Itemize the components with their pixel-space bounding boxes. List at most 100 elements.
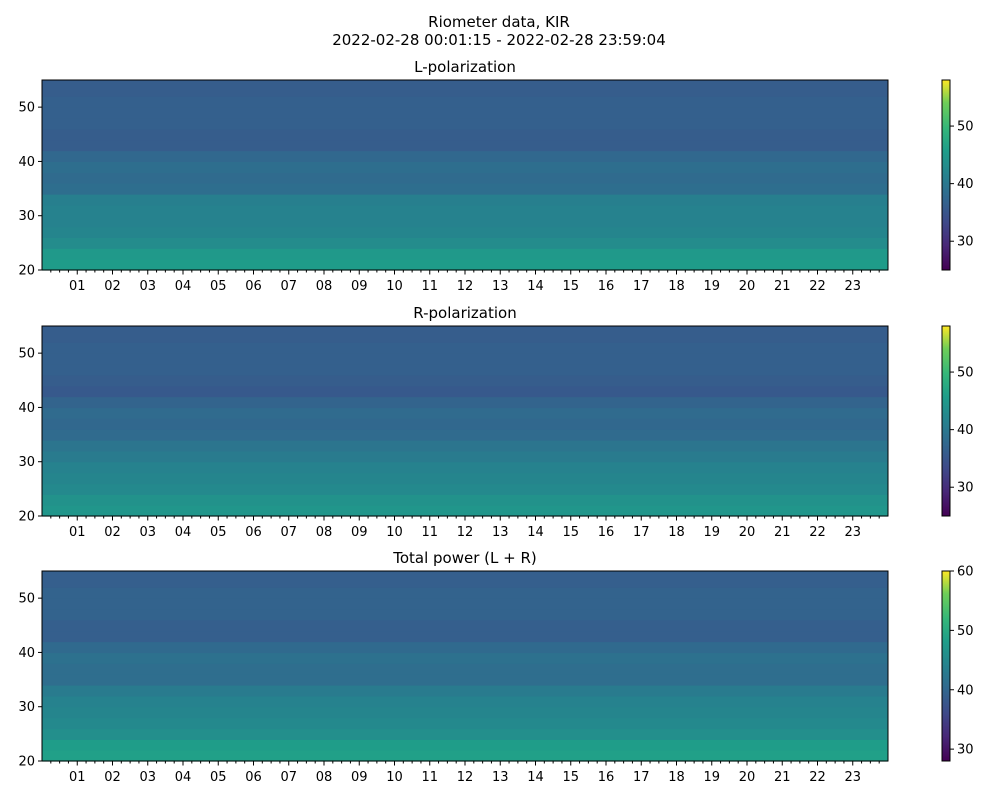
heatmap-band [42,717,888,730]
x-tick-label: 09 [351,279,368,294]
x-tick-label: 15 [562,279,579,294]
x-tick-label: 18 [668,770,685,785]
x-tick-label: 23 [844,525,861,540]
heatmap-band [42,641,888,654]
heatmap-band [42,183,888,195]
heatmap-band [42,139,888,152]
heatmap-band [42,750,888,762]
y-tick-label: 50 [18,347,35,362]
x-tick-label: 14 [527,525,544,540]
heatmap-band [42,374,888,387]
x-tick-label: 21 [774,525,791,540]
heatmap-band [42,342,888,354]
x-tick-label: 22 [809,525,826,540]
x-tick-label: 02 [104,279,121,294]
heatmap-band [42,396,888,409]
heatmap-band [42,161,888,173]
heatmap-band [42,172,888,184]
x-tick-label: 03 [139,770,156,785]
x-tick-label: 03 [139,525,156,540]
panel-3: Total power (L + R) 20 30 40 50 01 02 03 04 05 06 0… [18,549,973,785]
x-tick-label: 10 [386,525,403,540]
y-tick-label: 30 [18,455,35,470]
x-tick-label: 07 [280,770,297,785]
y-tick-label: 40 [18,401,35,416]
figure-subtitle: 2022-02-28 00:01:15 - 2022-02-28 23:59:0… [332,31,666,49]
heatmap-band [42,450,888,463]
x-tick-label: 01 [69,279,86,294]
x-tick-label: 22 [809,770,826,785]
x-tick-label: 05 [210,279,227,294]
heatmap-band [42,619,888,632]
colorbar-tick-label: 40 [957,423,974,438]
x-tick-label: 15 [562,525,579,540]
heatmap-band [42,739,888,751]
x-tick-label: 12 [457,525,474,540]
heatmap-band [42,226,888,239]
x-tick-label: 08 [316,770,333,785]
panels: L-polarization 20 30 40 50 01 02 03 04 05 06 07 08 09… [18,58,973,785]
figure-title: Riometer data, KIR [428,13,570,31]
heatmap-band [42,630,888,643]
colorbar-tick-label: 30 [957,743,974,758]
x-tick-label: 17 [633,525,650,540]
x-tick-label: 04 [175,770,192,785]
heatmap-band [42,96,888,108]
x-tick-label: 16 [598,279,615,294]
heatmap-band [42,204,888,217]
heatmap-band [42,80,888,97]
heatmap-band [42,429,888,441]
x-tick-label: 10 [386,279,403,294]
x-tick-label: 18 [668,525,685,540]
heatmap-band [42,259,888,271]
x-tick-label: 17 [633,279,650,294]
heatmap-band [42,248,888,260]
x-tick-label: 05 [210,770,227,785]
heatmap-band [42,237,888,249]
x-tick-label: 12 [457,770,474,785]
x-tick-label: 11 [421,770,438,785]
colorbar-tick-label: 30 [957,235,974,250]
x-tick-label: 19 [703,770,720,785]
panel-title: L-polarization [414,58,516,76]
heatmap-band [42,674,888,686]
x-tick-label: 22 [809,279,826,294]
heatmap-band [42,695,888,708]
heatmap-band [42,483,888,495]
x-tick-label: 23 [844,770,861,785]
heatmap-band [42,215,888,228]
x-tick-label: 19 [703,279,720,294]
heatmap-band [42,364,888,376]
x-tick-label: 12 [457,279,474,294]
x-tick-label: 13 [492,770,509,785]
heatmap-band [42,440,888,452]
x-tick-label: 15 [562,770,579,785]
x-tick-label: 20 [739,279,756,294]
y-tick-label: 50 [18,592,35,607]
colorbar-tick-label: 50 [957,366,974,381]
x-tick-label: 06 [245,279,262,294]
x-tick-label: 14 [527,770,544,785]
panel-1: L-polarization 20 30 40 50 01 02 03 04 05 06 07 08 09… [18,58,973,294]
x-tick-label: 14 [527,279,544,294]
x-tick-label: 10 [386,770,403,785]
colorbar [941,570,951,762]
colorbar-tick-label: 30 [957,481,974,496]
x-tick-label: 04 [175,279,192,294]
x-tick-label: 03 [139,279,156,294]
heatmap-band [42,652,888,664]
heatmap-band [42,407,888,419]
heatmap-band [42,461,888,474]
panel-title: R-polarization [413,304,516,322]
heatmap-band [42,505,888,517]
heatmap-band [42,728,888,740]
heatmap-band [42,609,888,621]
x-tick-label: 11 [421,525,438,540]
x-tick-label: 09 [351,525,368,540]
heatmap-band [42,385,888,398]
x-tick-label: 07 [280,525,297,540]
x-tick-label: 20 [739,525,756,540]
heatmap-band [42,353,888,365]
x-tick-label: 13 [492,525,509,540]
